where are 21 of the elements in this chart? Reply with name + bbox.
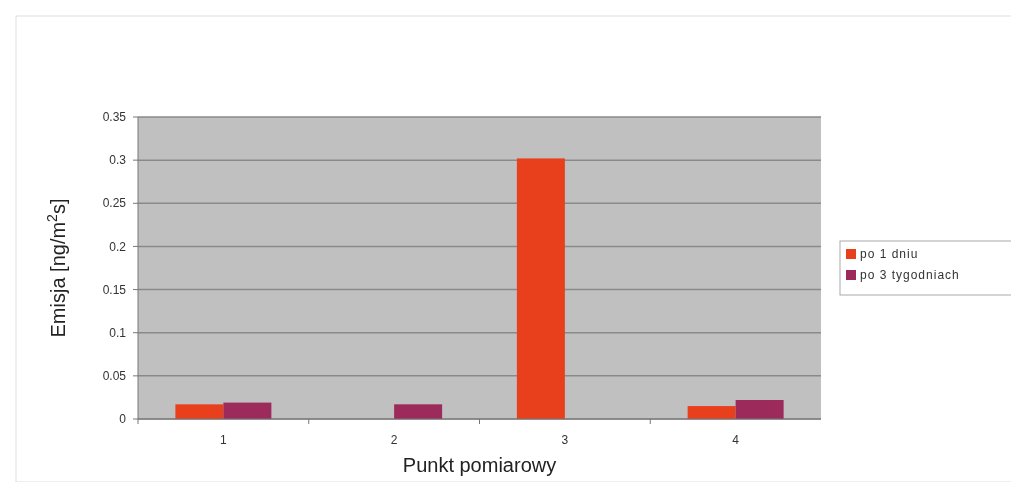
y-tick-label: 0.35	[102, 110, 127, 125]
x-tick-label: 2	[390, 433, 398, 447]
bar	[735, 400, 784, 419]
y-tick-label: 0.2	[109, 239, 127, 254]
bar	[516, 158, 565, 419]
bar	[175, 404, 224, 419]
x-tick-label: 1	[220, 433, 228, 447]
bar	[394, 404, 443, 419]
x-axis-title: Punkt pomiarowy	[402, 454, 557, 476]
y-tick-label: 0.1	[109, 325, 127, 340]
bar	[687, 406, 736, 419]
bar	[223, 402, 272, 419]
x-tick-label: 4	[732, 433, 740, 447]
x-tick-label: 3	[561, 433, 569, 447]
y-tick-label: 0.05	[102, 369, 127, 384]
legend-label: po 1 dniu	[860, 247, 919, 261]
legend-label: po 3 tygodniach	[860, 268, 960, 282]
y-tick-label: 0	[119, 412, 127, 427]
y-tick-label: 0.15	[102, 282, 127, 297]
y-tick-label: 0.25	[102, 196, 127, 211]
y-tick-label: 0.3	[109, 153, 127, 168]
